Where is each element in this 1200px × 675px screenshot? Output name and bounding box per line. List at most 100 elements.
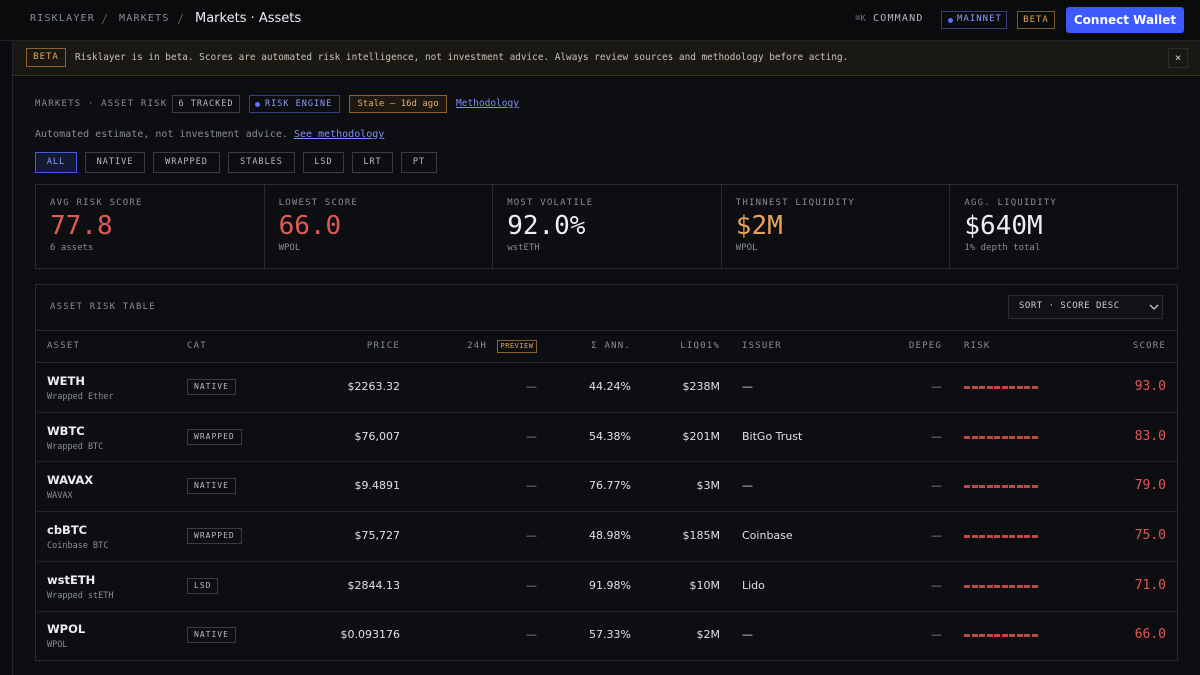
- filter-button[interactable]: STABLES: [228, 152, 295, 173]
- banner-badge: BETA: [26, 48, 66, 67]
- shortcut: ⌘K: [855, 14, 866, 24]
- stats-panel: [35, 184, 1178, 269]
- column-header: 24H: [467, 341, 487, 351]
- risk-segment: [1031, 634, 1038, 638]
- liquidity: $185M: [682, 528, 721, 542]
- brand[interactable]: RISKLAYER: [30, 13, 95, 24]
- network-badge[interactable]: [941, 11, 1007, 29]
- category-tag: WRAPPED: [187, 527, 242, 544]
- risk-segment: [994, 634, 1001, 638]
- liquidity: $10M: [689, 578, 721, 592]
- risk-segment: [1024, 634, 1031, 638]
- stat-value: $640M: [964, 211, 1043, 241]
- score: 83.0: [1134, 428, 1166, 444]
- issuer: Lido: [742, 578, 765, 592]
- annualized-volatility: 48.98%: [589, 528, 631, 542]
- engine-dot: [255, 102, 260, 107]
- row-divider: [36, 511, 1177, 513]
- risk-segment: [971, 385, 978, 389]
- chevron: [1149, 304, 1159, 310]
- issuer: BitGo Trust: [742, 429, 803, 443]
- asset-symbol[interactable]: wstETH: [47, 572, 96, 587]
- risk-segment: [1031, 385, 1038, 389]
- engine-label: RISK ENGINE: [265, 99, 333, 109]
- breadcrumb: MARKETS · ASSET RISK: [35, 99, 168, 109]
- risk-segment: [994, 534, 1001, 538]
- change-24h: —: [526, 528, 537, 542]
- category-tag: NATIVE: [187, 378, 236, 395]
- asset-symbol[interactable]: WAVAX: [47, 473, 94, 488]
- filter-button[interactable]: WRAPPED: [153, 152, 220, 173]
- beta-banner: [13, 41, 1200, 76]
- risk-segment: [964, 435, 971, 439]
- risk-segment: [1024, 485, 1031, 489]
- nav-section[interactable]: MARKETS: [119, 13, 170, 24]
- risk-segment: [1016, 485, 1023, 489]
- column-header: DEPEG: [908, 341, 942, 351]
- risk-segment: [994, 584, 1001, 588]
- filter-button[interactable]: ALL: [35, 152, 77, 173]
- filter-button[interactable]: PT: [401, 152, 437, 173]
- risk-segment: [986, 435, 993, 439]
- score: 71.0: [1134, 577, 1166, 593]
- stat-value: 77.8: [50, 211, 113, 241]
- risk-segment: [1024, 584, 1031, 588]
- risk-segment: [1031, 485, 1038, 489]
- risk-segment: [964, 534, 971, 538]
- asset-name: Coinbase BTC: [47, 540, 109, 551]
- liquidity: $2M: [696, 628, 721, 642]
- risk-bar: [964, 385, 1038, 389]
- stat-label: LOWEST SCORE: [278, 198, 359, 208]
- stat-sub: 6 assets: [50, 243, 94, 253]
- change-24h: —: [526, 429, 537, 443]
- methodology-link[interactable]: Methodology: [456, 98, 519, 109]
- risk-segment: [994, 435, 1001, 439]
- price: $9.4891: [354, 479, 401, 493]
- asset-symbol[interactable]: cbBTC: [47, 522, 88, 537]
- stat-sub: 1% depth total: [964, 243, 1041, 253]
- risk-segment: [971, 485, 978, 489]
- risk-segment: [1001, 634, 1008, 638]
- command-button[interactable]: COMMAND: [873, 13, 924, 24]
- liquidity: $3M: [696, 479, 721, 493]
- asset-symbol[interactable]: WPOL: [47, 622, 86, 637]
- risk-segment: [986, 534, 993, 538]
- change-24h: —: [526, 578, 537, 592]
- risk-segment: [971, 435, 978, 439]
- risk-segment: [1009, 534, 1016, 538]
- risk-segment: [986, 485, 993, 489]
- risk-segment: [1031, 534, 1038, 538]
- asset-name: Wrapped BTC: [47, 441, 104, 452]
- risk-segment: [1016, 385, 1023, 389]
- filter-button[interactable]: LRT: [352, 152, 393, 173]
- price: $2844.13: [347, 578, 401, 592]
- stat-label: AVG RISK SCORE: [50, 198, 143, 208]
- sort-label: SORT · SCORE DESC: [1019, 301, 1120, 311]
- depeg: —: [931, 628, 942, 642]
- depeg: —: [931, 479, 942, 493]
- connect-wallet-button[interactable]: Connect Wallet: [1066, 7, 1184, 33]
- risk-segment: [1024, 534, 1031, 538]
- risk-bar: [964, 435, 1038, 439]
- annualized-volatility: 57.33%: [589, 628, 631, 642]
- sort-dropdown[interactable]: [1008, 295, 1163, 319]
- asset-symbol[interactable]: WETH: [47, 373, 86, 388]
- risk-segment: [1016, 534, 1023, 538]
- separator: /: [101, 12, 109, 26]
- stat-label: MOST VOLATILE: [507, 198, 594, 208]
- price: $75,727: [354, 528, 401, 542]
- risk-bar: [964, 485, 1038, 489]
- stat-value: 66.0: [278, 211, 342, 241]
- filter-button[interactable]: LSD: [303, 152, 344, 173]
- row-divider: [36, 411, 1177, 413]
- asset-name: Wrapped stETH: [47, 590, 114, 601]
- sidebar: [0, 41, 13, 675]
- risk-segment: [964, 485, 971, 489]
- filter-button[interactable]: NATIVE: [85, 152, 145, 173]
- stat-sub: WPOL: [278, 243, 301, 253]
- banner-close[interactable]: ×: [1168, 48, 1188, 68]
- tracked-badge: 6 TRACKED: [172, 95, 240, 113]
- category-tag: NATIVE: [187, 478, 236, 495]
- asset-symbol[interactable]: WBTC: [47, 423, 85, 438]
- methodology-link[interactable]: See methodology: [294, 129, 385, 140]
